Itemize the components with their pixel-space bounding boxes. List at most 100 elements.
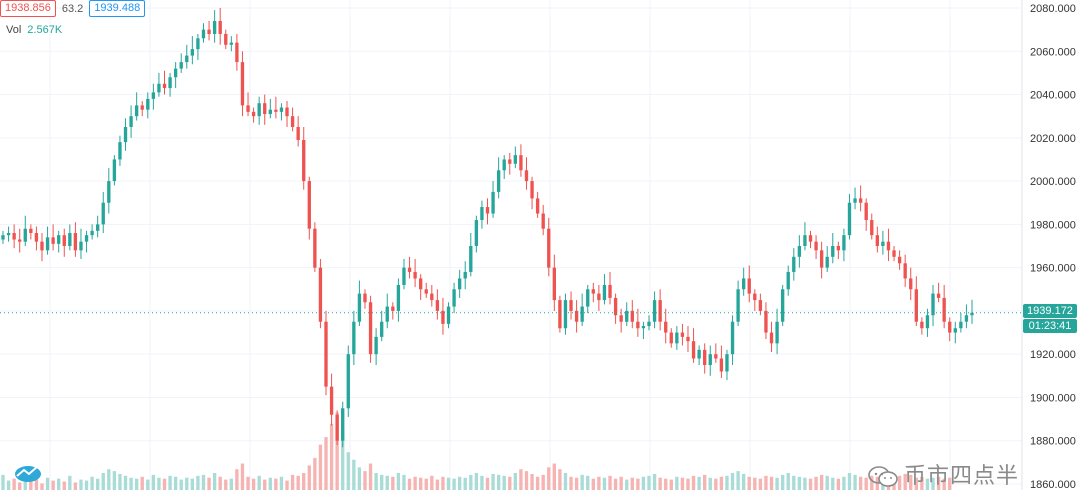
candle-body: [23, 228, 27, 242]
candle-body: [18, 239, 22, 242]
volume-bar: [268, 477, 272, 490]
candle-body: [725, 354, 729, 372]
candle-body: [680, 332, 685, 337]
candle-body: [636, 321, 640, 329]
candle-body: [263, 103, 267, 115]
volume-bar: [541, 474, 545, 490]
candle-body: [6, 233, 11, 236]
volume-bar: [313, 457, 317, 490]
candle-body: [942, 297, 946, 322]
candle-body: [591, 289, 595, 294]
candle-body: [780, 289, 785, 322]
candle-body: [580, 306, 584, 322]
y-tick-label: 1980.000: [1030, 219, 1076, 231]
volume-bar: [185, 477, 189, 490]
volume-bar: [530, 473, 534, 490]
volume-bar: [29, 481, 33, 490]
volume-bar: [563, 473, 568, 490]
candle-body: [341, 408, 345, 441]
y-tick-label: 2080.000: [1030, 3, 1076, 15]
volume-bar: [402, 474, 406, 490]
volume-bar: [686, 478, 690, 490]
high-value-box: 1939.488: [89, 0, 146, 17]
volume-bar: [318, 444, 323, 490]
candle-body: [775, 321, 779, 344]
candle-body: [858, 198, 863, 203]
candle-body: [457, 278, 462, 290]
candle-body: [769, 332, 774, 344]
candle-body: [664, 321, 668, 333]
candle-body: [363, 293, 367, 303]
volume-bar: [151, 474, 156, 490]
volume-bar: [803, 477, 807, 490]
candle-body: [469, 246, 473, 272]
y-tick-label: 1860.000: [1030, 479, 1076, 490]
candle-body: [207, 29, 211, 34]
volume-bar: [469, 474, 473, 490]
volume-bar: [101, 473, 105, 490]
volume-bar: [703, 474, 707, 490]
candle-body: [736, 289, 740, 322]
candle-body: [302, 139, 306, 182]
volume-bar: [925, 478, 930, 490]
volume-bar: [725, 475, 729, 490]
volume-bar: [574, 477, 579, 490]
volume-bar: [435, 479, 440, 490]
volume-bar: [714, 478, 718, 490]
candle-body: [29, 228, 33, 234]
candle-body: [396, 284, 401, 311]
candle-body: [652, 300, 657, 322]
candle-body: [803, 235, 807, 246]
volume-bar: [240, 463, 245, 490]
volume-bar: [129, 477, 133, 490]
candle-body: [613, 297, 618, 316]
candle-body: [1, 235, 5, 240]
volume-bar: [608, 475, 612, 490]
candle-body: [357, 293, 362, 322]
candle-body: [825, 256, 829, 268]
candle-body: [84, 235, 89, 242]
y-tick-label: 1880.000: [1030, 436, 1076, 448]
volume-bar: [235, 469, 239, 490]
volume-bar: [407, 478, 412, 490]
volume-bar: [847, 473, 852, 490]
volume-bar: [496, 474, 501, 490]
candle-body: [435, 300, 440, 311]
candle-body: [541, 213, 545, 229]
candle-body: [714, 354, 718, 359]
volume-bar: [107, 469, 111, 490]
vol-label: Vol: [6, 24, 22, 36]
candle-body: [290, 116, 295, 127]
candle-body: [268, 109, 272, 115]
candle-body: [285, 107, 289, 117]
volume-bar: [419, 477, 423, 490]
volume-bar: [1, 474, 5, 490]
candle-body: [157, 83, 161, 93]
volume-bar: [441, 476, 445, 490]
candle-body: [62, 235, 66, 246]
tradingview-logo-icon[interactable]: [14, 462, 42, 482]
volume-bar: [948, 477, 952, 490]
volume-bar: [730, 473, 735, 490]
last-price-tag: 1939.172: [1023, 304, 1077, 318]
candle-body: [424, 289, 428, 294]
volume-bar: [825, 475, 829, 490]
candle-body: [819, 250, 824, 268]
volume-bar: [524, 471, 529, 490]
volume-bar: [552, 463, 556, 490]
candle-body: [118, 142, 122, 160]
volume-bar: [73, 482, 78, 490]
candle-body: [831, 246, 835, 257]
candle-body: [658, 300, 662, 322]
volume-bar: [374, 473, 378, 490]
y-tick-label: 2000.000: [1030, 176, 1076, 188]
candle-body: [34, 233, 39, 242]
volume-bar: [23, 476, 27, 490]
candle-body: [630, 310, 634, 322]
candle-body: [875, 235, 879, 246]
candle-body: [897, 256, 902, 264]
volume-bar: [914, 477, 918, 490]
vol-value: 2.567K: [27, 24, 63, 36]
candle-body: [190, 49, 195, 56]
volume-bar: [775, 477, 779, 490]
